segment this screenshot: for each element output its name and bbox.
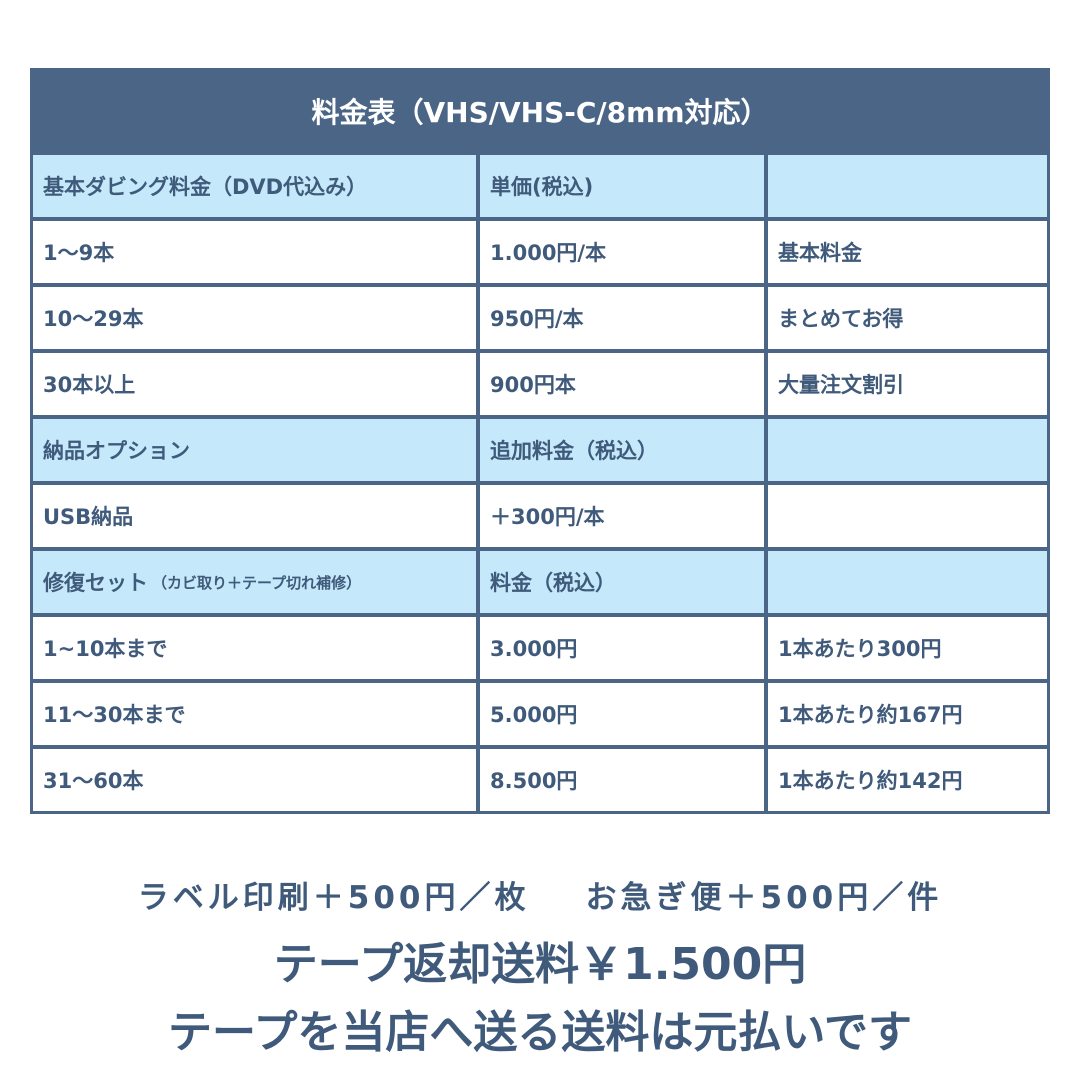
- cell-text: 料金（税込）: [490, 571, 616, 595]
- table-cell-col3: 基本料金: [768, 221, 1047, 283]
- table-cell-col2: 料金（税込）: [480, 551, 764, 613]
- table-cell-col3: まとめてお得: [768, 287, 1047, 349]
- table-cell-col2: 8.500円: [480, 749, 764, 811]
- cell-text: 納品オプション: [43, 439, 190, 463]
- cell-text: 30本以上: [43, 373, 136, 397]
- options-note: ラベル印刷＋500円／枚 お急ぎ便＋500円／件: [0, 872, 1080, 917]
- table-cell-col3: [768, 551, 1047, 613]
- table-cell-col1: 1〜9本: [33, 221, 476, 283]
- cell-text: 31〜60本: [43, 769, 144, 793]
- table-cell-col3: [768, 485, 1047, 547]
- table-cell-col2: 単価(税込): [480, 155, 764, 217]
- table-cell-col1: 31〜60本: [33, 749, 476, 811]
- table-row: 30本以上 900円本 大量注文割引: [33, 353, 1047, 415]
- table-cell-col1: 10〜29本: [33, 287, 476, 349]
- table-cell-col3: [768, 419, 1047, 481]
- cell-text: 基本料金: [778, 241, 862, 265]
- cell-text: 1本あたり約142円: [778, 769, 963, 793]
- table-cell-col3: [768, 155, 1047, 217]
- cell-text: 1~10本まで: [43, 637, 168, 661]
- cell-text: まとめてお得: [778, 307, 904, 331]
- table-cell-col2: 5.000円: [480, 683, 764, 745]
- price-table: 料金表（VHS/VHS-C/8mm対応） 基本ダビング料金（DVD代込み） 単価(…: [30, 68, 1050, 814]
- table-cell-col1: 1~10本まで: [33, 617, 476, 679]
- table-cell-col2: ＋300円/本: [480, 485, 764, 547]
- cell-text: 1本あたり約167円: [778, 703, 963, 727]
- table-row: 1〜9本 1.000円/本 基本料金: [33, 221, 1047, 283]
- table-cell-col1: 納品オプション: [33, 419, 476, 481]
- table-section-header: 納品オプション 追加料金（税込）: [33, 419, 1047, 481]
- table-cell-col2: 3.000円: [480, 617, 764, 679]
- table-cell-col3: 大量注文割引: [768, 353, 1047, 415]
- cell-text: 5.000円: [490, 703, 578, 727]
- table-row: 10〜29本 950円/本 まとめてお得: [33, 287, 1047, 349]
- cell-text: 修復セット: [43, 571, 148, 595]
- table-cell-col2: 900円本: [480, 353, 764, 415]
- cell-text: 11〜30本まで: [43, 703, 186, 727]
- table-cell-col1: 基本ダビング料金（DVD代込み）: [33, 155, 476, 217]
- table-row: 11〜30本まで 5.000円 1本あたり約167円: [33, 683, 1047, 745]
- table-cell-col2: 1.000円/本: [480, 221, 764, 283]
- table-row: USB納品 ＋300円/本: [33, 485, 1047, 547]
- table-section-header: 修復セット （カビ取り＋テープ切れ補修） 料金（税込）: [33, 551, 1047, 613]
- cell-text: 950円/本: [490, 307, 584, 331]
- cell-text: 大量注文割引: [778, 373, 904, 397]
- table-cell-col3: 1本あたり約142円: [768, 749, 1047, 811]
- cell-text: 1本あたり300円: [778, 637, 942, 661]
- cell-text: 3.000円: [490, 637, 578, 661]
- cell-text: 1〜9本: [43, 241, 115, 265]
- table-row: 31〜60本 8.500円 1本あたり約142円: [33, 749, 1047, 811]
- cell-text: ＋300円/本: [490, 505, 605, 529]
- cell-text: 1.000円/本: [490, 241, 607, 265]
- table-cell-col1: 30本以上: [33, 353, 476, 415]
- cell-text: 単価(税込): [490, 175, 594, 199]
- cell-subtext: （カビ取り＋テープ切れ補修）: [152, 573, 362, 592]
- cell-text: 900円本: [490, 373, 576, 397]
- express-note: お急ぎ便＋500円／件: [585, 880, 943, 916]
- cell-text: USB納品: [43, 505, 134, 529]
- cell-text: 8.500円: [490, 769, 578, 793]
- table-cell-col1: USB納品: [33, 485, 476, 547]
- return-shipping-note: テープ返却送料￥1.500円: [273, 939, 807, 990]
- table-cell-col2: 950円/本: [480, 287, 764, 349]
- table-cell-col3: 1本あたり約167円: [768, 683, 1047, 745]
- table-title: 料金表（VHS/VHS-C/8mm対応）: [311, 96, 769, 129]
- table-section-header: 基本ダビング料金（DVD代込み） 単価(税込): [33, 155, 1047, 217]
- cell-text: 追加料金（税込）: [490, 439, 658, 463]
- table-cell-col3: 1本あたり300円: [768, 617, 1047, 679]
- table-cell-col2: 追加料金（税込）: [480, 419, 764, 481]
- table-cell-col1: 11〜30本まで: [33, 683, 476, 745]
- send-shipping-note: テープを当店へ送る送料は元払いです: [167, 1007, 913, 1058]
- label-print-note: ラベル印刷＋500円／枚: [137, 880, 530, 916]
- cell-text: 基本ダビング料金（DVD代込み）: [43, 175, 368, 199]
- table-cell-col1: 修復セット （カビ取り＋テープ切れ補修）: [33, 551, 476, 613]
- table-row: 1~10本まで 3.000円 1本あたり300円: [33, 617, 1047, 679]
- cell-text: 10〜29本: [43, 307, 144, 331]
